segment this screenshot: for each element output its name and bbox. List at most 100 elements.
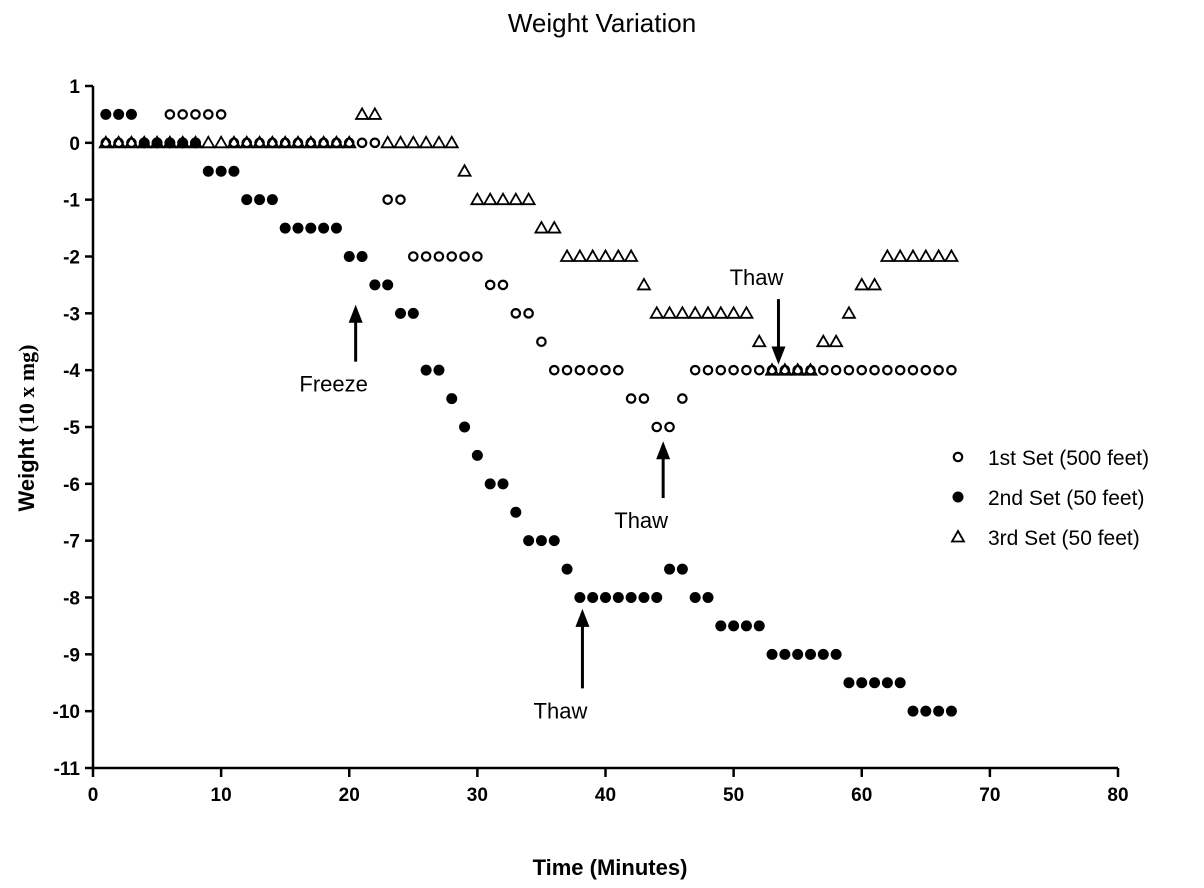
data-point: [536, 336, 547, 348]
data-point: [689, 364, 701, 376]
y-tick-label: -2: [63, 248, 80, 269]
legend-marker: [952, 491, 964, 503]
annotation-label: Thaw: [534, 698, 588, 723]
data-point: [343, 251, 355, 262]
data-point: [175, 135, 191, 149]
data-point: [867, 277, 883, 291]
data-point: [354, 106, 370, 120]
data-point: [587, 364, 598, 376]
data-point: [726, 305, 742, 319]
legend-item: 1st Set (500 feet): [952, 447, 1149, 470]
data-point: [907, 364, 919, 376]
y-tick-label: -1: [63, 191, 80, 212]
series-2: [100, 108, 957, 717]
data-point: [226, 135, 242, 149]
data-point: [946, 364, 957, 376]
data-point: [252, 135, 268, 149]
data-point: [881, 677, 893, 689]
data-point: [123, 135, 139, 149]
y-axis-label: Weight (10 x mg): [14, 278, 39, 578]
legend: 1st Set (500 feet) 2nd Set (50 feet) 3rd S…: [950, 447, 1149, 550]
data-point: [356, 251, 368, 262]
series-1: [100, 109, 957, 433]
data-point: [382, 194, 393, 205]
y-tick-label: 1: [69, 77, 80, 98]
data-point: [484, 279, 496, 291]
data-point: [674, 305, 690, 319]
y-axis-label-unit: (10 x mg): [14, 344, 39, 433]
data-point: [203, 109, 214, 120]
data-point: [469, 191, 485, 206]
data-point: [818, 364, 829, 376]
data-point: [664, 563, 676, 575]
data-point: [510, 308, 522, 319]
data-point: [713, 305, 729, 319]
y-tick-label: -9: [63, 645, 80, 666]
data-point: [753, 364, 765, 376]
data-point: [523, 535, 535, 547]
data-point: [740, 620, 752, 632]
data-point: [318, 222, 330, 234]
data-point: [546, 220, 562, 234]
data-point: [559, 248, 575, 262]
data-point: [241, 194, 253, 206]
data-point: [433, 251, 445, 262]
x-tick-label: 80: [1107, 785, 1128, 806]
data-point: [612, 592, 624, 603]
data-point: [728, 364, 739, 376]
x-tick-label: 10: [211, 785, 232, 806]
data-point: [125, 108, 137, 120]
data-point: [638, 393, 650, 404]
data-point: [943, 248, 959, 262]
annotation-arrow-head: [348, 304, 363, 323]
data-point: [843, 364, 855, 376]
y-tick-label: -8: [63, 589, 80, 610]
data-point: [931, 248, 947, 262]
data-point: [254, 194, 266, 206]
data-point: [689, 592, 701, 603]
data-point: [420, 364, 432, 376]
data-point: [856, 677, 868, 689]
data-point: [625, 592, 637, 603]
x-tick-label: 0: [88, 785, 99, 806]
data-point: [585, 248, 601, 262]
y-axis-label-main: Weight: [14, 432, 39, 512]
data-point: [933, 364, 944, 376]
data-point: [459, 421, 471, 433]
data-point: [444, 135, 460, 149]
data-point: [508, 191, 524, 206]
x-tick-label: 70: [979, 785, 1000, 806]
data-point: [651, 592, 663, 603]
data-point: [395, 307, 406, 319]
data-point: [215, 165, 227, 177]
data-point: [98, 135, 114, 149]
data-point: [277, 135, 293, 149]
data-point: [228, 165, 240, 177]
data-point: [830, 648, 842, 660]
x-tick-label: 60: [851, 785, 872, 806]
data-point: [715, 364, 727, 376]
data-point: [702, 364, 714, 376]
data-point: [623, 248, 639, 262]
data-point: [828, 333, 844, 348]
annotation-label: Thaw: [614, 508, 668, 533]
data-point: [766, 648, 778, 660]
data-point: [610, 248, 626, 262]
data-point: [328, 135, 344, 149]
data-point: [330, 222, 342, 234]
data-point: [266, 194, 278, 206]
annotation-label: Thaw: [730, 265, 784, 290]
data-point: [600, 592, 611, 603]
annotation: Thaw: [730, 265, 786, 365]
data-point: [264, 135, 280, 149]
data-point: [920, 364, 932, 376]
data-point: [367, 106, 383, 120]
y-tick-label: -6: [63, 475, 80, 496]
data-point: [482, 191, 498, 206]
data-point: [305, 222, 317, 234]
data-point: [905, 248, 921, 262]
y-tick-label: -10: [53, 702, 80, 723]
data-point: [613, 364, 624, 376]
data-point: [292, 222, 304, 234]
